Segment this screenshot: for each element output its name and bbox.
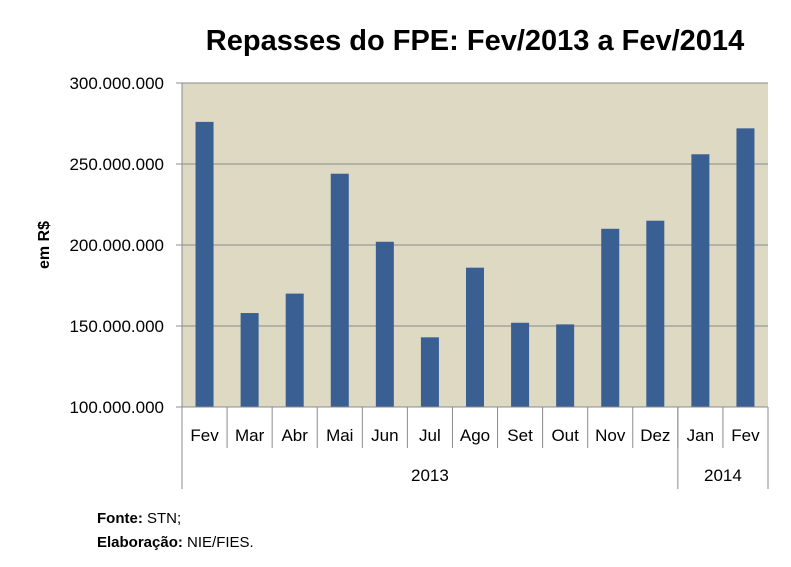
source-value: STN; xyxy=(147,510,182,527)
x-tick-label: Mai xyxy=(326,426,353,445)
x-tick-label: Jul xyxy=(419,426,441,445)
bar xyxy=(375,241,394,407)
bar xyxy=(601,228,620,407)
y-tick-label: 100.000.000 xyxy=(69,398,164,417)
group-label: 2013 xyxy=(411,466,449,485)
elaboration-note: Elaboração: NIE/FIES. xyxy=(97,534,254,551)
bar xyxy=(466,267,484,407)
x-tick-label: Out xyxy=(551,426,579,445)
y-tick-label: 300.000.000 xyxy=(69,74,164,93)
bar xyxy=(330,173,349,407)
elaboration-label: Elaboração: xyxy=(97,534,183,551)
group-label: 2014 xyxy=(704,466,742,485)
source-label: Fonte: xyxy=(97,510,143,527)
x-tick-label: Jan xyxy=(687,426,714,445)
bar xyxy=(285,293,304,407)
bar xyxy=(691,154,710,407)
x-tick-label: Fev xyxy=(190,426,219,445)
bar xyxy=(195,121,214,407)
source-note: Fonte: STN; xyxy=(97,510,181,527)
x-tick-label: Jun xyxy=(371,426,398,445)
bar xyxy=(511,322,530,407)
chart-title: Repasses do FPE: Fev/2013 a Fev/2014 xyxy=(206,25,744,57)
y-tick-label: 200.000.000 xyxy=(69,236,164,255)
x-tick-label: Nov xyxy=(595,426,626,445)
x-tick-label: Dez xyxy=(640,426,670,445)
elaboration-value: NIE/FIES. xyxy=(187,534,254,551)
bar xyxy=(420,337,439,407)
bar xyxy=(240,313,259,407)
y-axis-label: em R$ xyxy=(36,221,53,269)
bar xyxy=(646,220,665,407)
x-tick-label: Fev xyxy=(731,426,760,445)
x-tick-label: Abr xyxy=(281,426,308,445)
y-tick-label: 250.000.000 xyxy=(69,155,164,174)
x-tick-label: Mar xyxy=(235,426,265,445)
bar xyxy=(556,324,575,407)
bar xyxy=(736,128,755,408)
x-tick-label: Set xyxy=(507,426,533,445)
x-tick-label: Ago xyxy=(460,426,490,445)
y-tick-label: 150.000.000 xyxy=(69,317,164,336)
